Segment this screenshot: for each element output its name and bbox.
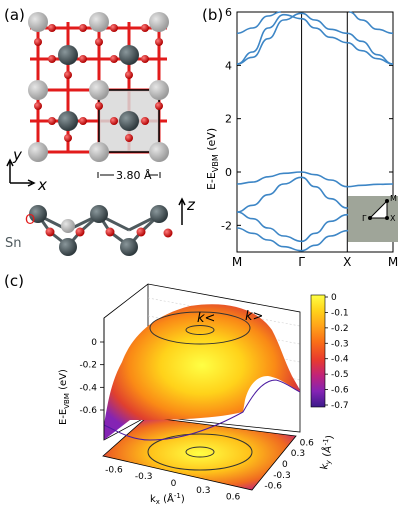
band-line: [236, 13, 394, 65]
z-tick-label: 0: [91, 338, 97, 348]
colorbar-tick-label: -0.7: [331, 401, 349, 411]
side-view: [29, 205, 173, 256]
band-k-label: M: [388, 255, 398, 269]
xy-axes: [6, 158, 36, 187]
colorbar-tick-label: -0.1: [331, 308, 349, 318]
colorbar-tick-label: -0.4: [331, 355, 349, 365]
band-k-label: Γ: [298, 255, 305, 269]
band-line: [236, 11, 281, 35]
kx-tick-label: 0.6: [226, 493, 241, 503]
axis-x-label: x: [37, 176, 47, 194]
legend-tin: Sn: [5, 236, 22, 251]
kx-tick-label: -0.3: [135, 472, 153, 482]
ky-tick-label: 0.3: [291, 449, 305, 459]
band-ytick-label: 4: [225, 59, 232, 72]
surface-edge: [103, 379, 301, 441]
bz-inset: M Γ X: [348, 194, 398, 242]
band-k-ticks: M Γ X M: [232, 12, 398, 269]
floor-heatmap: [102, 416, 297, 491]
kx-label: kx (Å-1): [150, 492, 185, 506]
floor-contour-inner: [185, 446, 215, 458]
colorbar-tick-label: -0.3: [331, 339, 349, 349]
colorbar-tick-label: -0.5: [331, 370, 349, 380]
colorbar-tick-label: 0: [331, 293, 337, 303]
panel-b-label: (b): [202, 6, 223, 24]
bz-triangle: [368, 199, 388, 219]
surface-zlabel: E-EVBM (eV): [58, 369, 71, 425]
band-ylabel: E-EVBM (eV): [205, 128, 220, 190]
ky-tick-label: -0.6: [264, 482, 282, 492]
band-ytick-label: 0: [225, 166, 232, 179]
band-ytick-label: 2: [225, 113, 232, 126]
colorbar-ticks: 0 -0.1 -0.2 -0.3 -0.4 -0.5 -0.6 -0.7: [325, 293, 349, 411]
band-line: [349, 11, 394, 35]
z-tick-label: -0.2: [79, 361, 97, 371]
band-line: [236, 12, 394, 65]
energy-surface: [104, 304, 300, 440]
m-point: [385, 199, 389, 203]
z-axis: [178, 197, 186, 225]
ky-label: ky (Å-1): [317, 434, 337, 471]
inset-label-x: X: [390, 214, 396, 223]
band-plot-frame: [236, 11, 394, 253]
gamma-point: [368, 216, 372, 220]
legend-oxygen: O: [25, 213, 35, 228]
dome-contour-inner: [185, 325, 215, 335]
kx-tick-label: 0: [171, 479, 177, 489]
panel-c-label: (c): [4, 272, 24, 290]
colorbar: [310, 294, 326, 408]
contour-label-k-greater: k>: [245, 309, 263, 324]
z-axis-ticks: 0 -0.2 -0.4 -0.6: [79, 338, 104, 416]
band-ytick-label: -2: [221, 219, 232, 232]
panel-b: (b) -2 0 2 4 6 M Γ X M E-EVBM (eV) M Γ X: [202, 6, 398, 269]
dome-contour-outer: [149, 311, 251, 345]
z-tick-label: -0.6: [79, 406, 97, 416]
band-ytick-label: 6: [225, 6, 232, 19]
kx-ticks: -0.6 -0.3 0 0.3 0.6: [105, 465, 240, 502]
kx-tick-label: -0.6: [105, 465, 123, 475]
oxygen-atoms: [34, 24, 163, 142]
bz-inset-box: [348, 196, 398, 242]
band-y-ticks: -2 0 2 4 6: [221, 6, 393, 232]
sn-atoms-dark: [58, 45, 139, 131]
kx-tick-label: 0.3: [196, 486, 210, 496]
sn-atoms-light: [28, 12, 169, 162]
lattice-constant: 3.80 Å: [116, 169, 152, 182]
inset-label-m: M: [390, 194, 397, 203]
floor-contour-outer: [147, 433, 253, 471]
x-point: [385, 216, 389, 220]
contour-label-k-less: k<: [197, 311, 215, 326]
band-line: [236, 171, 394, 188]
band-k-label: X: [343, 255, 351, 269]
band-k-label: M: [232, 255, 242, 269]
panel-c: (c) k< k> 0 -0.2 -0.4 -0.6 E-EVBM (eV) -0.6…: [4, 272, 349, 506]
axis-y-label: y: [12, 146, 23, 164]
inset-label-gamma: Γ: [362, 214, 367, 223]
panel-a: (a): [4, 6, 196, 256]
ky-tick-label: 0.6: [300, 438, 315, 448]
colorbar-tick-label: -0.2: [331, 324, 349, 334]
ky-ticks: 0.60.30-0.3-0.6: [264, 438, 314, 491]
z-tick-label: -0.4: [79, 383, 97, 393]
panel-a-label: (a): [4, 6, 25, 24]
ky-tick-label: -0.3: [273, 471, 291, 481]
axis-z-label: z: [186, 196, 196, 214]
colorbar-tick-label: -0.6: [331, 386, 349, 396]
ky-tick-label: 0: [282, 460, 288, 470]
